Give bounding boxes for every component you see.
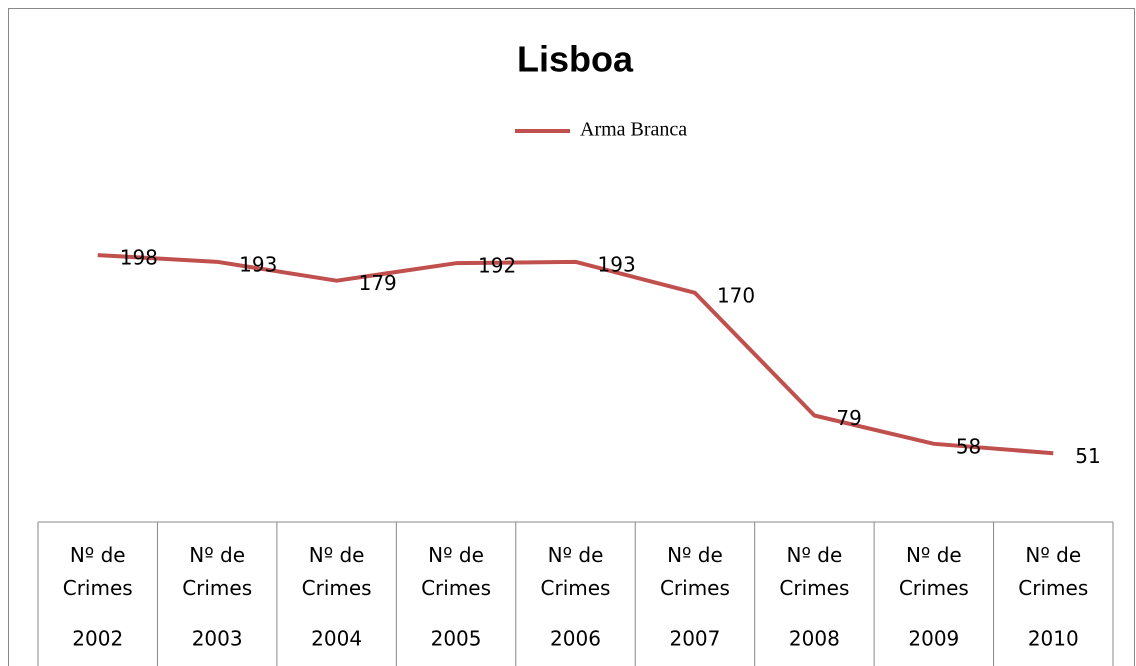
- data-label: 51: [1075, 444, 1100, 468]
- x-tick-label: Nº de Crimes: [182, 543, 252, 600]
- x-tick-label: Nº de Crimes: [421, 543, 491, 600]
- x-tick-label: Nº de Crimes: [1018, 543, 1088, 600]
- x-tick-label: Nº de Crimes: [660, 543, 730, 600]
- x-tick-label: Nº de Crimes: [302, 543, 372, 600]
- line-series: [97, 253, 1054, 456]
- x-group-label: 2010: [1028, 627, 1079, 651]
- data-label: 193: [598, 252, 636, 276]
- chart-border: [8, 8, 1135, 666]
- data-label: 170: [717, 283, 755, 307]
- data-label: 193: [239, 252, 277, 276]
- x-group-label: 2002: [72, 627, 123, 651]
- x-group-label: 2005: [431, 627, 482, 651]
- x-group-label: 2006: [550, 627, 601, 651]
- x-group-label: 2003: [192, 627, 243, 651]
- legend-label: Arma Branca: [580, 119, 687, 141]
- x-tick-label: Nº de Crimes: [63, 543, 133, 600]
- data-label: 192: [478, 254, 516, 278]
- data-label: 179: [359, 271, 397, 295]
- x-group-label: 2009: [908, 627, 959, 651]
- x-tick-label: Nº de Crimes: [779, 543, 849, 600]
- x-group-label: 2007: [669, 627, 720, 651]
- data-label: 198: [120, 246, 158, 270]
- x-tick-label: Nº de Crimes: [541, 543, 611, 600]
- data-label: 79: [836, 406, 861, 430]
- chart-title: Lisboa: [517, 39, 634, 80]
- data-label: 58: [956, 434, 981, 458]
- x-tick-label: Nº de Crimes: [899, 543, 969, 600]
- x-group-label: 2004: [311, 627, 362, 651]
- x-group-label: 2008: [789, 627, 840, 651]
